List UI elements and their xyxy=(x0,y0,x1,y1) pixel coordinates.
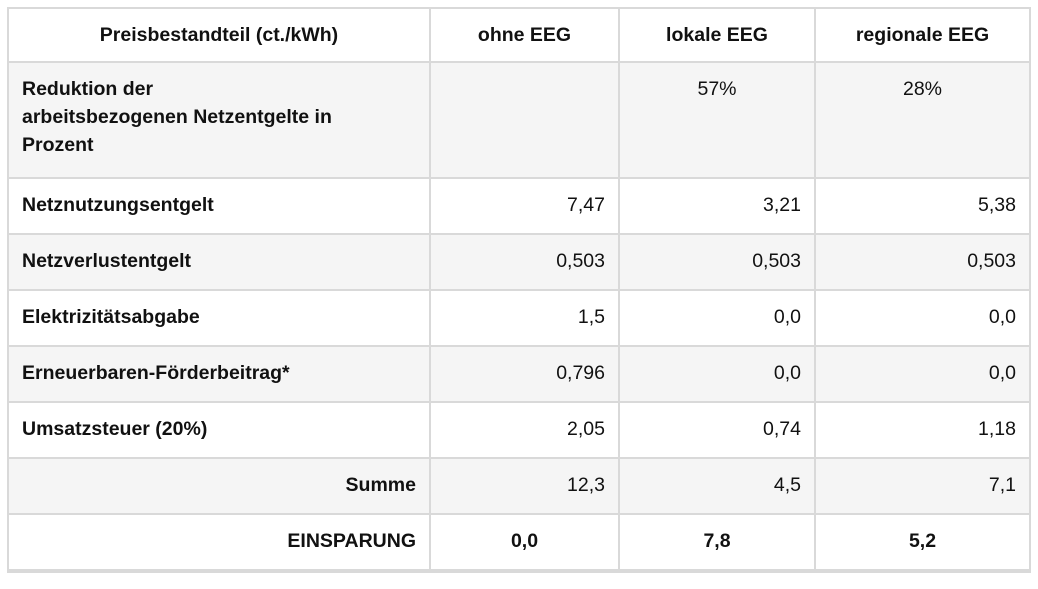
value-cell: 7,47 xyxy=(429,177,620,235)
row-label: Umsatzsteuer (20%) xyxy=(7,401,431,459)
header-lokale-eeg: lokale EEG xyxy=(618,7,816,63)
value-cell: 57% xyxy=(618,61,816,179)
value-cell: 0,0 xyxy=(814,345,1031,403)
value-cell: 1,5 xyxy=(429,289,620,347)
value-cell: 0,796 xyxy=(429,345,620,403)
price-components-table: Preisbestandteil (ct./kWh) ohne EEG loka… xyxy=(7,7,1031,573)
header-row: Preisbestandteil (ct./kWh) ohne EEG loka… xyxy=(7,7,1031,63)
value-cell: 0,0 xyxy=(429,513,620,572)
value-cell: 5,2 xyxy=(814,513,1031,572)
value-cell: 7,1 xyxy=(814,457,1031,515)
table-row-umsatzsteuer: Umsatzsteuer (20%) 2,05 0,74 1,18 xyxy=(7,401,1031,459)
table-row-netzverlustentgelt: Netzverlustentgelt 0,503 0,503 0,503 xyxy=(7,233,1031,291)
value-cell: 1,18 xyxy=(814,401,1031,459)
value-cell: 0,503 xyxy=(814,233,1031,291)
value-cell: 28% xyxy=(814,61,1031,179)
value-cell: 12,3 xyxy=(429,457,620,515)
value-cell: 0,503 xyxy=(429,233,620,291)
table-row-summe: Summe 12,3 4,5 7,1 xyxy=(7,457,1031,515)
value-cell: 3,21 xyxy=(618,177,816,235)
header-regionale-eeg: regionale EEG xyxy=(814,7,1031,63)
row-label: EINSPARUNG xyxy=(7,513,431,572)
row-label: Erneuerbaren-Förderbeitrag* xyxy=(7,345,431,403)
table-row-einsparung: EINSPARUNG 0,0 7,8 5,2 xyxy=(7,513,1031,572)
row-label: Netznutzungsentgelt xyxy=(7,177,431,235)
row-label: Reduktion der arbeitsbezogenen Netzentge… xyxy=(7,61,431,179)
row-label: Summe xyxy=(7,457,431,515)
table-row-elektrizitaetsabgabe: Elektrizitätsabgabe 1,5 0,0 0,0 xyxy=(7,289,1031,347)
value-cell: 0,0 xyxy=(814,289,1031,347)
value-cell: 4,5 xyxy=(618,457,816,515)
value-cell: 0,0 xyxy=(618,289,816,347)
value-cell: 7,8 xyxy=(618,513,816,572)
value-cell: 5,38 xyxy=(814,177,1031,235)
value-cell: 0,74 xyxy=(618,401,816,459)
value-cell xyxy=(429,61,620,179)
value-cell: 0,503 xyxy=(618,233,816,291)
table-row-erneuerbaren-foerderbeitrag: Erneuerbaren-Förderbeitrag* 0,796 0,0 0,… xyxy=(7,345,1031,403)
header-ohne-eeg: ohne EEG xyxy=(429,7,620,63)
table-row-reduktion: Reduktion der arbeitsbezogenen Netzentge… xyxy=(7,61,1031,179)
header-price-component: Preisbestandteil (ct./kWh) xyxy=(7,7,431,63)
value-cell: 0,0 xyxy=(618,345,816,403)
row-label: Elektrizitätsabgabe xyxy=(7,289,431,347)
table-row-netznutzungsentgelt: Netznutzungsentgelt 7,47 3,21 5,38 xyxy=(7,177,1031,235)
value-cell: 2,05 xyxy=(429,401,620,459)
row-label: Netzverlustentgelt xyxy=(7,233,431,291)
price-table-container: Preisbestandteil (ct./kWh) ohne EEG loka… xyxy=(7,7,1031,573)
